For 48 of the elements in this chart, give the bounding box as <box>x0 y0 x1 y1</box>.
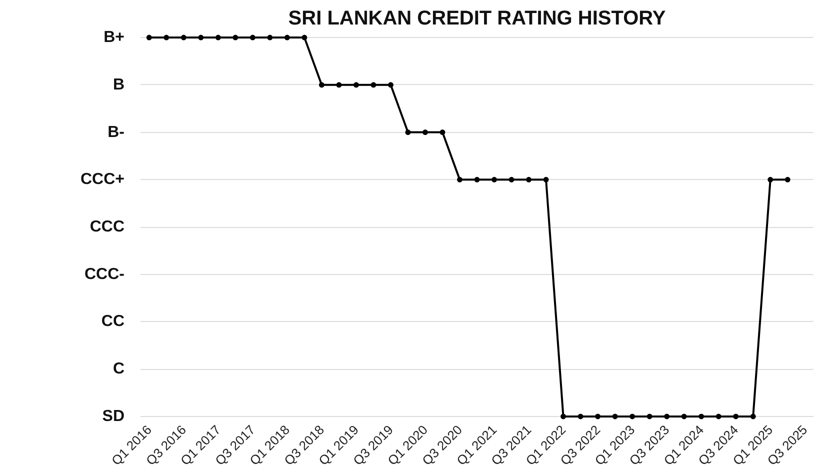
point <box>733 414 739 420</box>
point <box>526 176 532 182</box>
point <box>250 34 256 40</box>
category-label: CCC+ <box>80 171 125 188</box>
point <box>664 414 670 420</box>
point <box>180 34 186 40</box>
point <box>370 82 376 88</box>
point <box>318 82 324 88</box>
point <box>336 82 342 88</box>
category-label: B- <box>108 124 125 141</box>
point <box>232 34 238 40</box>
point <box>474 176 480 182</box>
point <box>578 414 584 420</box>
point <box>267 34 273 40</box>
point <box>440 130 446 136</box>
point <box>681 414 687 420</box>
point <box>646 414 652 420</box>
chart-title: SRI LANKAN CREDIT RATING HISTORY <box>288 8 666 30</box>
category-label: CC <box>101 313 124 330</box>
point <box>302 34 308 40</box>
point <box>560 414 566 420</box>
category-label: SD <box>102 408 125 425</box>
point <box>198 34 204 40</box>
point <box>146 34 152 40</box>
category-label: B <box>112 76 125 94</box>
point <box>405 130 411 136</box>
point <box>716 414 722 420</box>
point <box>698 414 704 420</box>
point <box>543 176 549 182</box>
point <box>284 34 290 40</box>
category-label: CCC- <box>84 266 125 283</box>
point <box>215 34 221 40</box>
point <box>768 176 774 182</box>
point <box>353 82 359 88</box>
point <box>492 176 498 182</box>
point <box>422 130 428 136</box>
category-label: B+ <box>104 29 125 46</box>
point <box>784 176 790 182</box>
point <box>612 414 618 420</box>
category-label: C <box>112 360 125 378</box>
point <box>750 414 756 420</box>
point <box>630 414 636 420</box>
point <box>595 414 601 420</box>
point <box>508 176 514 182</box>
point <box>388 82 394 88</box>
point <box>164 34 170 40</box>
point <box>456 176 462 182</box>
category-label: CCC <box>90 218 125 236</box>
